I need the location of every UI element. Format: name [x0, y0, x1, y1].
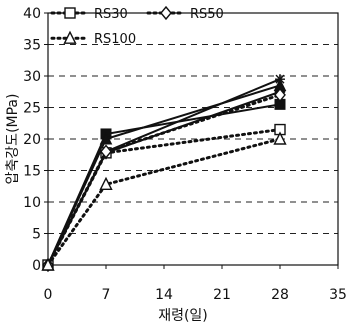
- series-line-rg30: [47, 90, 281, 266]
- x-tick-label: 28: [271, 287, 289, 303]
- legend-label: RS100: [94, 32, 136, 47]
- gridlines: [48, 44, 338, 234]
- data-point: [63, 30, 77, 44]
- data-point: [99, 131, 113, 145]
- series-rg50: [41, 78, 287, 271]
- x-tick-label: 7: [102, 287, 111, 303]
- series-rs100: [41, 131, 287, 271]
- series-rs50: [42, 87, 286, 273]
- axis-ticks: 0 5 10 15 20 25 30 35 40 0 7 14 21 28 35: [23, 6, 347, 303]
- series-p: [42, 98, 286, 271]
- x-tick-label: 0: [44, 287, 53, 303]
- legend-item-rs100: RS100: [50, 30, 136, 47]
- data-point: [64, 7, 76, 19]
- x-axis-title: 재령(일): [158, 308, 208, 324]
- y-tick-label: 10: [23, 195, 41, 211]
- y-tick-label: 0: [32, 258, 41, 274]
- series-group: [41, 74, 287, 273]
- legend-label: RS50: [190, 7, 224, 22]
- y-tick-label: 5: [32, 227, 41, 243]
- data-point: [273, 131, 287, 145]
- data-point: [100, 144, 112, 159]
- y-tick-label: 25: [23, 101, 41, 117]
- y-tick-label: 20: [23, 132, 41, 148]
- legend-item-rs30: RS30: [50, 7, 128, 22]
- legend-item-rs50: RS50: [146, 5, 224, 22]
- data-point: [274, 87, 286, 102]
- data-point: [99, 176, 113, 191]
- y-tick-label: 40: [23, 6, 41, 22]
- x-tick-label: 35: [329, 287, 347, 303]
- series-line-rg50: [47, 84, 281, 266]
- y-tick-label: 30: [23, 69, 41, 85]
- x-tick-label: 14: [155, 287, 173, 303]
- y-axis-title: 압축강도(MPa): [5, 94, 21, 185]
- data-point: [41, 257, 55, 271]
- legend-label: RS30: [94, 7, 128, 22]
- data-point: [275, 74, 285, 85]
- y-tick-label: 15: [23, 164, 41, 180]
- legend: PRG30RG50RG100RS30RS50RS100: [50, 5, 224, 47]
- x-tick-label: 21: [213, 287, 231, 303]
- y-tick-label: 35: [23, 38, 41, 54]
- data-point: [160, 5, 172, 21]
- series-rg30: [42, 84, 286, 272]
